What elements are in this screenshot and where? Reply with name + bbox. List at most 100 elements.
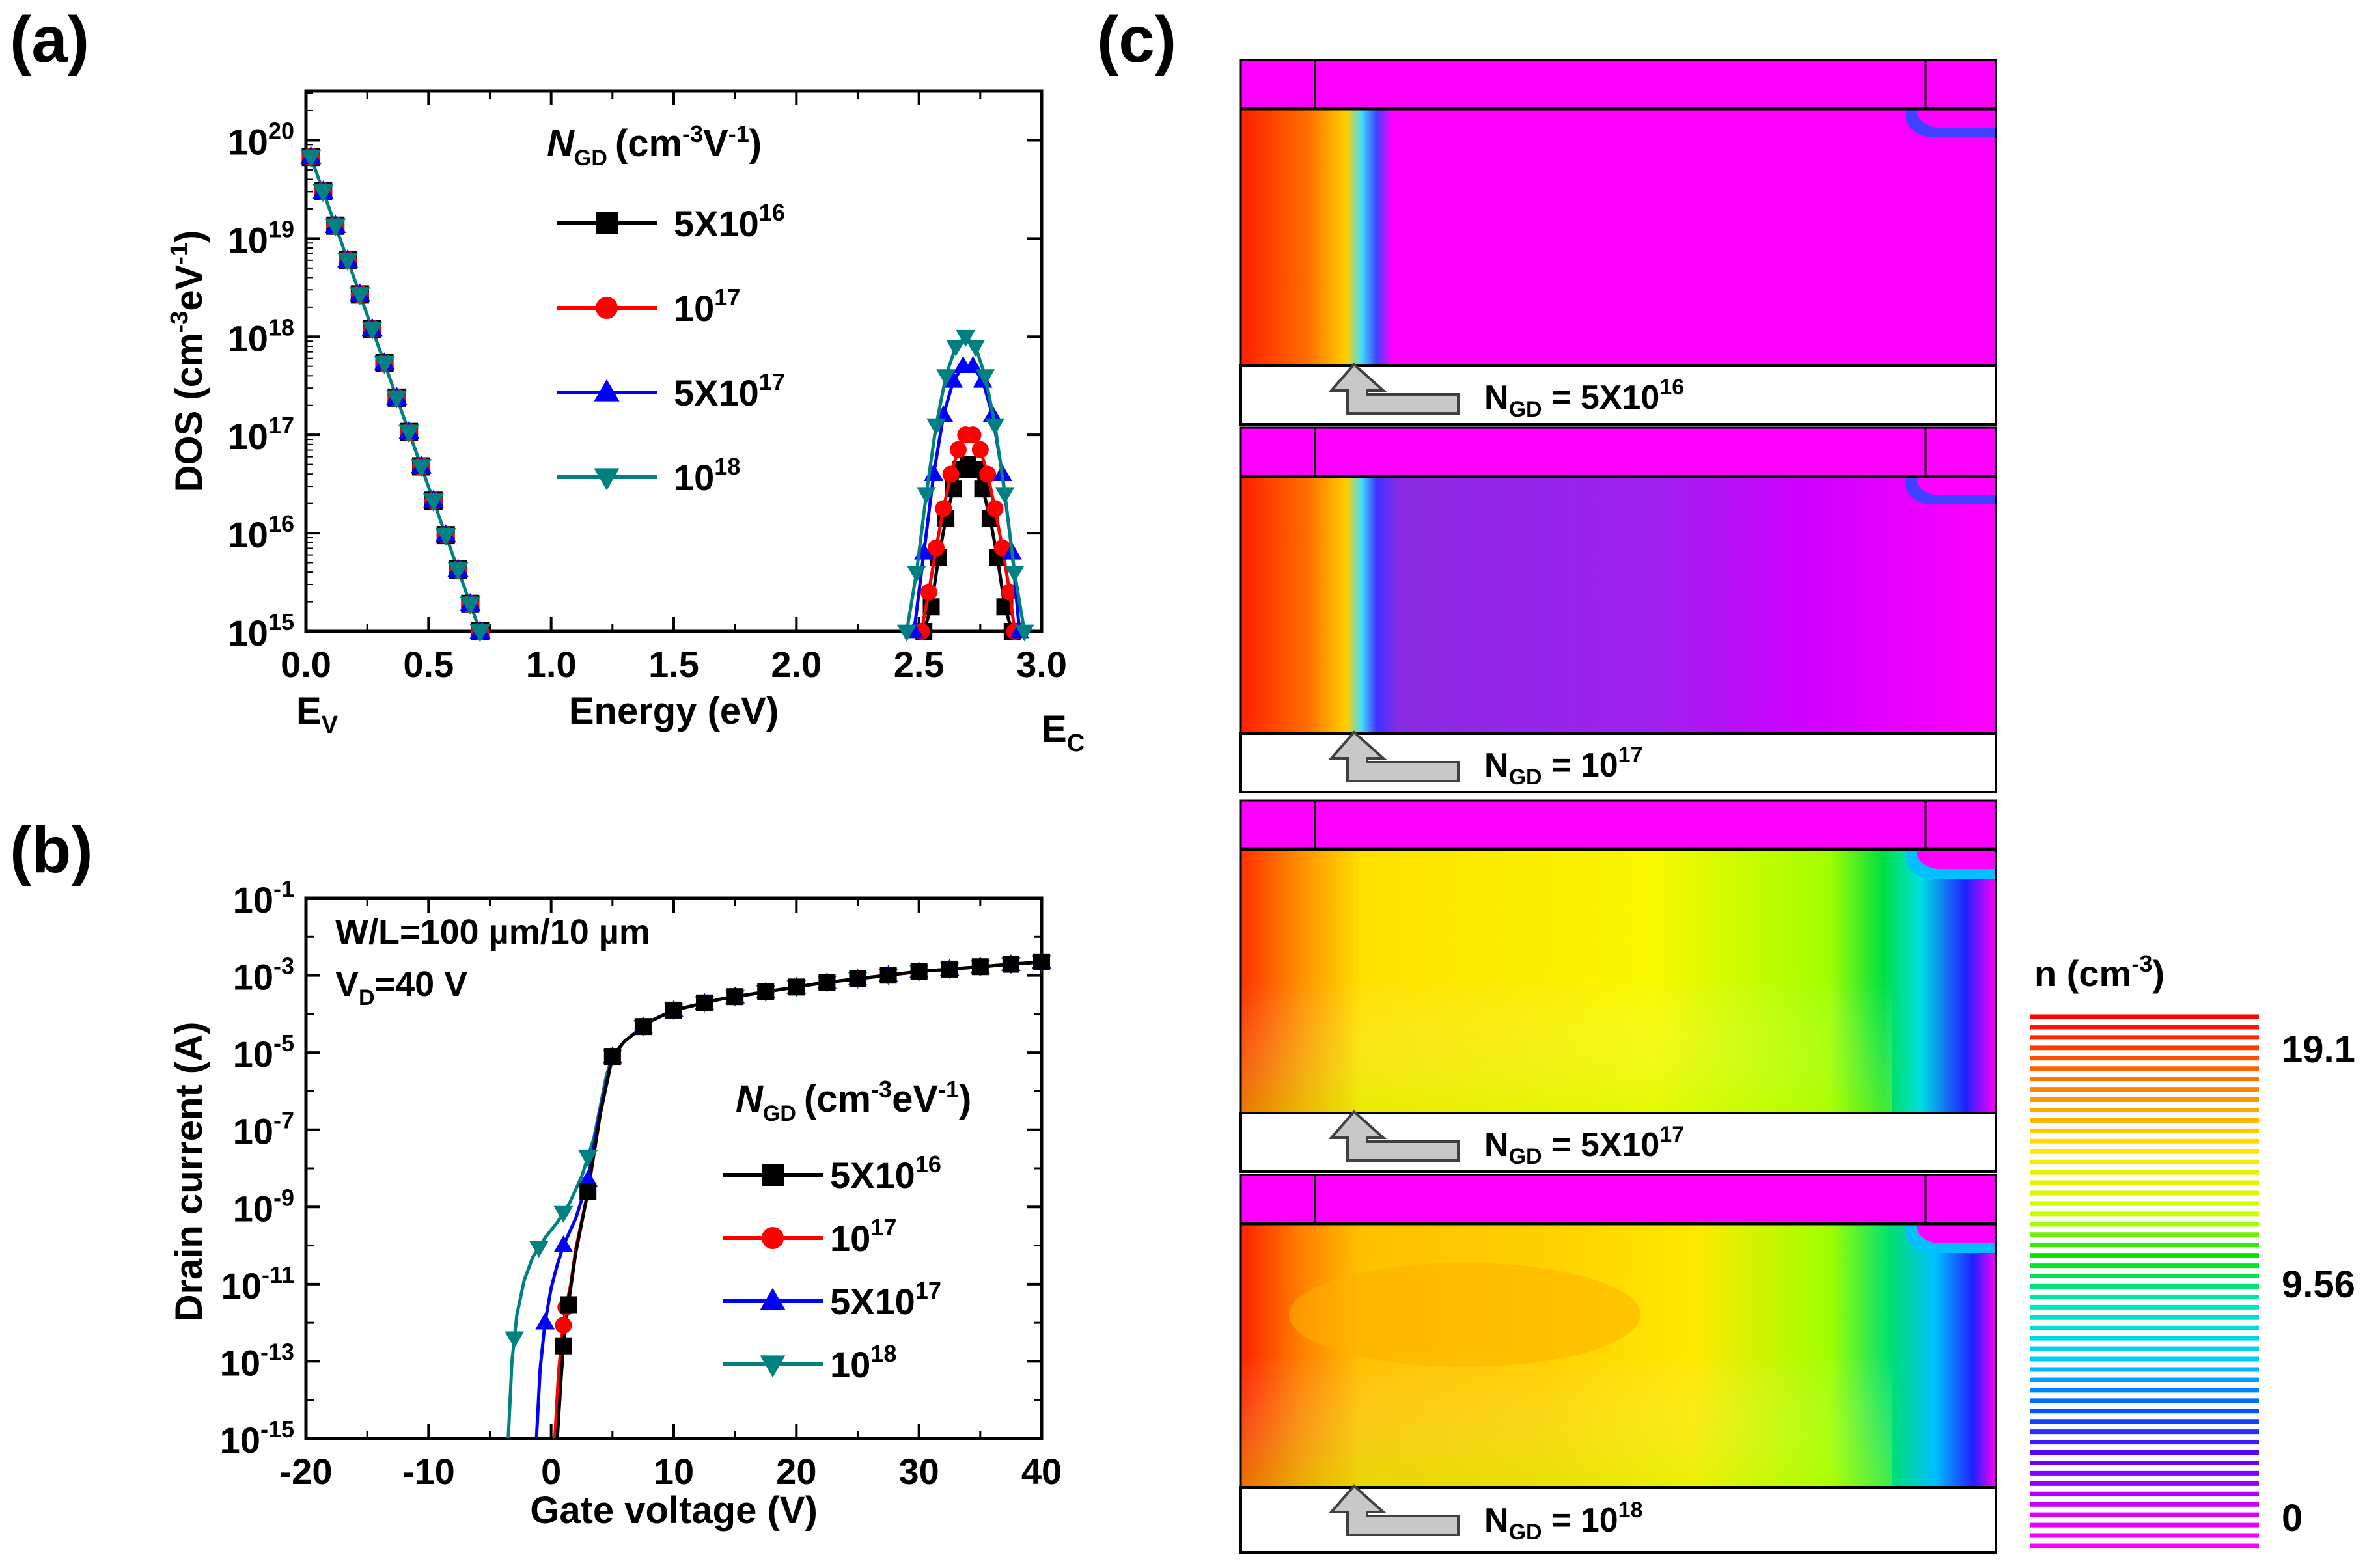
b-x-tick-label: 30 [899, 1451, 939, 1492]
a-tail-marker [349, 287, 370, 306]
a-y-tick-label: 1017 [228, 412, 294, 457]
a-tail-marker [410, 459, 432, 478]
a-legend-label: 1017 [674, 284, 740, 329]
a-y-tick-label: 1019 [228, 215, 294, 260]
b-y-tick-label: 10-7 [233, 1107, 294, 1152]
b-y-tick-label: 10-9 [233, 1184, 294, 1229]
a-y-ticks: 1015 1016 1017 1018 1019 1020 [228, 92, 1042, 653]
a-legend: NGD (cm-3V-1) 5X1016 1017 5X1017 1018 [547, 120, 785, 498]
arrow-icon [1328, 730, 1460, 782]
a-tail-marker [337, 253, 359, 271]
a-tail-series [300, 146, 491, 642]
colorbar: n (cm-3) 19.1 9.56 0 [2030, 950, 2355, 1548]
b-legend-label: 5X1016 [830, 1151, 941, 1196]
a-x-tick-label: 0.5 [403, 644, 454, 685]
a-y-tick-label: 1015 [228, 609, 294, 653]
a-tail-marker [447, 562, 469, 581]
b-annotation-vd: VD=40 V [335, 965, 467, 1010]
b-x-tick-label: 0 [541, 1451, 561, 1492]
b-series-line [534, 960, 1042, 1439]
a-tail-marker [422, 493, 444, 512]
b-data-point [535, 1312, 555, 1330]
b-series [505, 952, 1051, 1439]
b-data-point [696, 994, 713, 1011]
a-tail-marker [469, 624, 491, 642]
a-y-tick-label: 1018 [228, 314, 294, 359]
b-data-point [726, 988, 744, 1006]
a-data-point [986, 500, 1004, 517]
b-data-point [665, 1001, 682, 1019]
b-x-tick-label: 20 [776, 1451, 816, 1492]
a-tail-marker [398, 424, 420, 443]
a-data-point [896, 624, 917, 642]
a-x-label: Energy (eV) [569, 690, 779, 732]
a-data-point [963, 355, 983, 373]
a-tail-marker [386, 390, 408, 409]
a-tail-marker [374, 355, 395, 374]
contour-map-4: NGD = 1018 [1239, 1174, 1997, 1554]
a-tail-marker [300, 149, 322, 168]
b-markers-0 [555, 953, 1050, 1355]
a-data-point [920, 583, 937, 601]
b-data-point [757, 983, 775, 1000]
a-legend-marker [594, 468, 620, 491]
b-data-point [1002, 956, 1019, 973]
b-legend-marker [762, 1227, 784, 1249]
a-data-point [935, 500, 952, 517]
b-legend-label: 1017 [830, 1214, 896, 1259]
b-markers-3 [505, 955, 1051, 1349]
a-tail-marker [435, 527, 456, 546]
b-legend-label: 5X1017 [830, 1277, 941, 1322]
b-markers-2 [535, 952, 1051, 1330]
a-data-point [936, 369, 956, 387]
b-data-point [555, 1317, 572, 1334]
a-x-tick-label: 1.5 [648, 644, 699, 685]
panel-b-label: (b) [10, 814, 93, 887]
b-data-point [941, 960, 958, 978]
a-tail-marker [460, 596, 481, 615]
b-y-tick-label: 10-15 [220, 1416, 294, 1461]
b-series-1 [553, 960, 1042, 1439]
a-data-point [946, 339, 966, 357]
b-data-point [818, 974, 836, 991]
b-data-point [505, 1331, 525, 1349]
b-legend-marker [760, 1355, 786, 1378]
b-data-point [879, 967, 897, 984]
b-y-tick-label: 10-1 [233, 875, 294, 920]
b-legend-title: NGD (cm-3eV-1) [736, 1076, 971, 1126]
a-data-point [949, 441, 967, 458]
b-data-point [555, 1337, 572, 1355]
panel-c-label: (c) [1097, 3, 1176, 76]
b-data-point [971, 958, 989, 976]
a-data-point [985, 418, 1005, 435]
a-y-label: DOS (cm-3eV-1) [166, 230, 210, 493]
b-series-line [553, 960, 1042, 1439]
b-annotation-wl: W/L=100 µm/10 µm [335, 913, 650, 952]
a-data-point [979, 465, 997, 483]
b-data-point [578, 1149, 598, 1167]
panel-c: (c) NGD = 5X1016 NGD [1097, 3, 2355, 1554]
b-y-tick-label: 10-11 [221, 1261, 294, 1306]
b-data-point [553, 1205, 574, 1223]
b-x-tick-label: -20 [280, 1451, 333, 1492]
b-x-tick-label: 40 [1021, 1451, 1062, 1492]
a-legend-marker [596, 297, 618, 319]
a-legend-label: 5X1017 [674, 368, 785, 413]
a-legend-title: NGD (cm-3V-1) [547, 120, 762, 171]
colorbar-tick-max: 19.1 [2282, 1028, 2355, 1071]
colorbar-tick-mid: 9.56 [2282, 1263, 2355, 1306]
arrow-icon [1328, 1110, 1460, 1162]
a-ec-label: EC [1042, 708, 1085, 757]
a-data-point [942, 465, 960, 483]
a-tail-marker [312, 184, 334, 202]
b-data-point [578, 1170, 598, 1187]
map-2-label: NGD = 1017 [1484, 743, 1643, 790]
b-data-point [529, 1241, 549, 1258]
a-x-tick-label: 0.0 [281, 644, 331, 685]
a-data-point [943, 370, 963, 388]
b-x-tick-label: -10 [402, 1451, 455, 1492]
a-y-tick-label: 1020 [228, 117, 294, 162]
b-series-2 [534, 960, 1042, 1439]
a-legend-marker [596, 212, 618, 234]
